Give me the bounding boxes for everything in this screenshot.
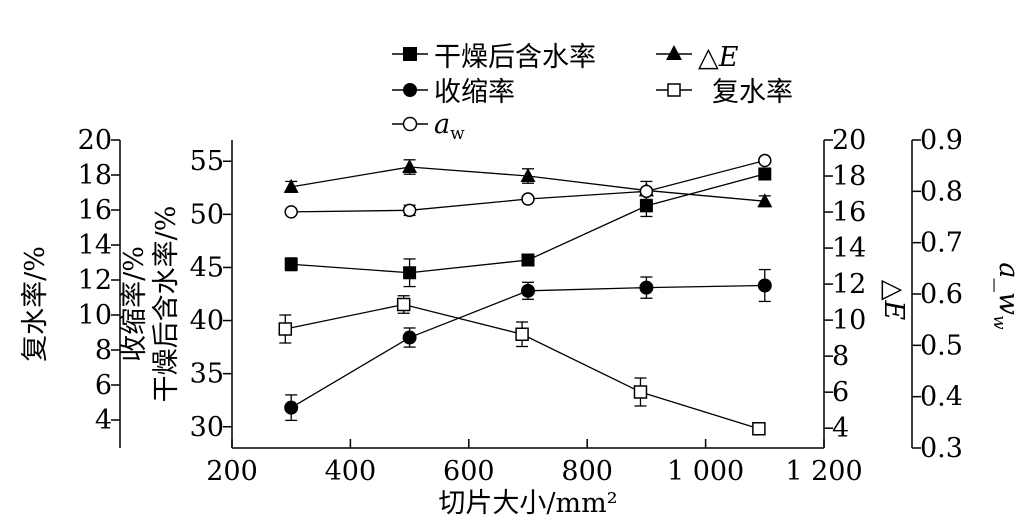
right_inner-tick-label: 8	[832, 341, 849, 372]
right_inner-tick-label: 4	[832, 413, 849, 444]
x-tick-label: 400	[325, 456, 377, 487]
right_outer-tick-label: 0.9	[920, 125, 963, 156]
right_inner-tick-label: 20	[832, 125, 866, 156]
data-point	[515, 327, 529, 341]
series-2	[284, 268, 772, 422]
right_outer-tick-label: 0.5	[920, 330, 963, 361]
legend-label-moisture: 干燥后含水率	[434, 42, 596, 73]
right_outer-tick-label: 0.7	[920, 228, 963, 259]
legend: 干燥后含水率 △E 收缩率 复水率 aw	[392, 42, 793, 144]
left_outer-tick-label: 16	[78, 195, 112, 226]
left_outer-tick-label: 8	[95, 335, 112, 366]
left_inner-tick-label: 50	[190, 199, 224, 230]
data-point	[521, 253, 535, 267]
right_outer-tick-label: 0.6	[920, 279, 963, 310]
data-point	[520, 168, 536, 183]
data-point	[284, 257, 298, 271]
left-inner-axis-label-2: 干燥后含水率/%	[151, 206, 182, 403]
right_inner-tick-label: 10	[832, 305, 866, 336]
legend-label-rehydration: 复水率	[712, 77, 793, 108]
right_inner-tick-label: 12	[832, 269, 866, 300]
right_outer-tick-label: 0.8	[920, 176, 963, 207]
left_outer-tick-label: 14	[78, 230, 112, 261]
data-point	[396, 297, 411, 312]
right-outer-axis-label-sub: w	[989, 315, 1009, 330]
data-point	[521, 192, 535, 206]
legend-label-shrinkage: 收缩率	[434, 77, 515, 108]
left_outer-tick-label: 10	[78, 300, 112, 331]
left_outer-tick-label: 20	[78, 125, 112, 156]
data-point	[278, 322, 293, 336]
data-point	[639, 184, 654, 199]
left_inner-tick-label: 30	[190, 412, 224, 443]
legend-label-aw: aw	[434, 109, 465, 144]
right-inner-axis-label: △E	[878, 280, 909, 321]
left_outer-tick-label: 18	[78, 160, 112, 191]
legend-label-delta-e: △E	[698, 42, 739, 73]
legend-label-aw-main: a	[434, 109, 450, 140]
legend-marker-square-open	[667, 83, 681, 97]
series-4	[284, 153, 772, 219]
right_inner-tick-label: 18	[832, 161, 866, 192]
data-point	[402, 330, 417, 345]
left_outer-tick-label: 12	[78, 265, 112, 296]
right-outer-axis-label: a_ww	[989, 262, 1024, 330]
x-tick-label: 1 200	[785, 456, 862, 487]
legend-marker-square-filled	[403, 47, 417, 61]
data-point	[283, 178, 299, 193]
right-outer-axis-label-main: a_w	[993, 262, 1024, 315]
ticks: 200 400 600 800 1 000 1 200 4 6 8 10 12 14 16 18 20 30 3…	[78, 125, 963, 487]
series-0	[284, 167, 772, 288]
legend-marker-circle-open	[402, 116, 418, 132]
data-point	[521, 283, 535, 298]
left-outer-axis-label: 复水率/%	[20, 246, 51, 362]
series-3	[278, 295, 766, 436]
x-tick-label: 600	[443, 456, 495, 487]
data-point	[284, 205, 298, 219]
right_outer-tick-label: 0.4	[920, 382, 963, 413]
x-axis-label: 切片大小/mm²	[438, 488, 617, 519]
legend-entry-shrinkage: 收缩率	[392, 77, 515, 108]
legend-marker-triangle-filled	[666, 45, 682, 60]
data-point	[284, 400, 299, 415]
data-point	[639, 280, 654, 295]
x-tick-label: 800	[561, 456, 613, 487]
data-point	[633, 385, 648, 399]
data-point	[758, 153, 772, 168]
legend-label-delta-e-italic: E	[718, 42, 739, 73]
legend-entry-delta-e: △E	[656, 42, 739, 73]
data-point	[402, 203, 417, 218]
left_inner-tick-label: 35	[190, 359, 224, 390]
legend-entry-aw: aw	[392, 109, 465, 144]
legend-entry-rehydration: 复水率	[656, 77, 793, 108]
right_outer-tick-label: 0.3	[920, 433, 963, 464]
left_inner-tick-label: 55	[190, 146, 224, 177]
left-inner-axis-label-1: 收缩率/%	[119, 246, 150, 362]
left_inner-tick-label: 45	[190, 252, 224, 283]
left_outer-tick-label: 6	[95, 370, 112, 401]
data-point	[403, 266, 417, 280]
data-point	[757, 193, 773, 208]
x-tick-label: 200	[206, 456, 258, 487]
legend-marker-circle-filled	[403, 83, 417, 97]
x-tick-label: 1 000	[667, 456, 744, 487]
data-point	[639, 199, 653, 213]
data-point	[752, 422, 766, 436]
right_inner-tick-label: 16	[832, 197, 866, 228]
legend-label-aw-sub: w	[450, 124, 465, 144]
data-point	[757, 278, 772, 293]
legend-entry-moisture: 干燥后含水率	[392, 42, 596, 73]
right_inner-tick-label: 6	[832, 377, 849, 408]
left_outer-tick-label: 4	[95, 405, 112, 436]
series	[278, 153, 773, 436]
left_inner-tick-label: 40	[190, 306, 224, 337]
data-point	[758, 167, 772, 181]
axes	[119, 140, 913, 449]
right_inner-tick-label: 14	[832, 233, 866, 264]
data-point	[402, 159, 418, 174]
